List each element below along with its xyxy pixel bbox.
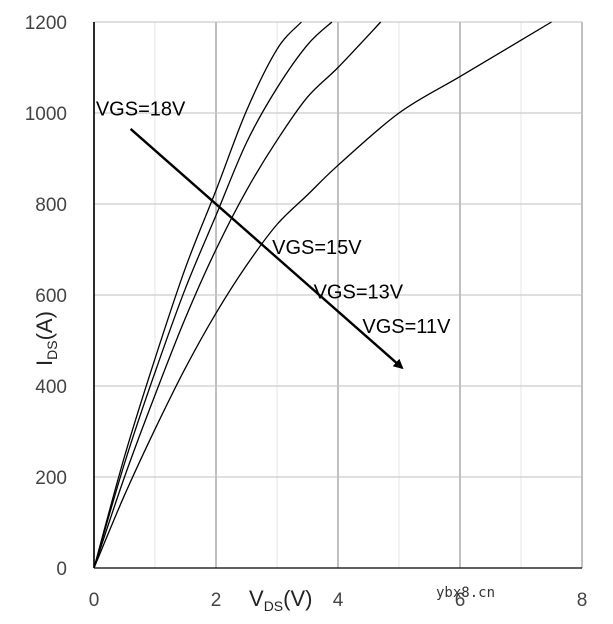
y-tick-label: 0 (56, 559, 67, 580)
series-group (93, 21, 552, 569)
x-axis-label: VDS(V) (249, 586, 312, 614)
annotation-label: VGS=18V (96, 98, 186, 120)
trend-arrow (129, 128, 404, 370)
annotation-label: VGS=11V (362, 316, 451, 338)
annotation-label: VGS=15V (272, 237, 362, 259)
y-tick-label: 400 (35, 377, 67, 398)
y-tick-label: 800 (35, 195, 67, 216)
y-tick-label: 1200 (25, 13, 67, 34)
x-tick-label: 8 (577, 590, 588, 611)
x-axis: 0 2 4 6 8 (89, 590, 588, 611)
watermark: ybx8.cn (436, 585, 495, 601)
series-line-vgs-18v (93, 21, 302, 569)
annotations: VGS=18V VGS=15V VGS=13V VGS=11V (96, 98, 451, 337)
y-axis: 0 200 400 600 800 1000 1200 (25, 13, 67, 580)
y-tick-label: 200 (35, 468, 67, 489)
x-tick-label: 2 (211, 590, 222, 611)
series-line-vgs-11v (93, 21, 552, 569)
annotation-label: VGS=13V (314, 282, 404, 304)
series-line-vgs-13v (93, 21, 382, 569)
y-axis-label: IDS(A) (32, 311, 60, 366)
x-tick-label: 6 (455, 590, 466, 611)
series-line-vgs-15v (93, 21, 333, 569)
x-tick-label: 4 (333, 590, 344, 611)
x-tick-label: 0 (89, 590, 100, 611)
trend-arrow-group (129, 128, 404, 370)
y-tick-label: 600 (35, 286, 67, 307)
y-tick-label: 1000 (25, 104, 67, 125)
